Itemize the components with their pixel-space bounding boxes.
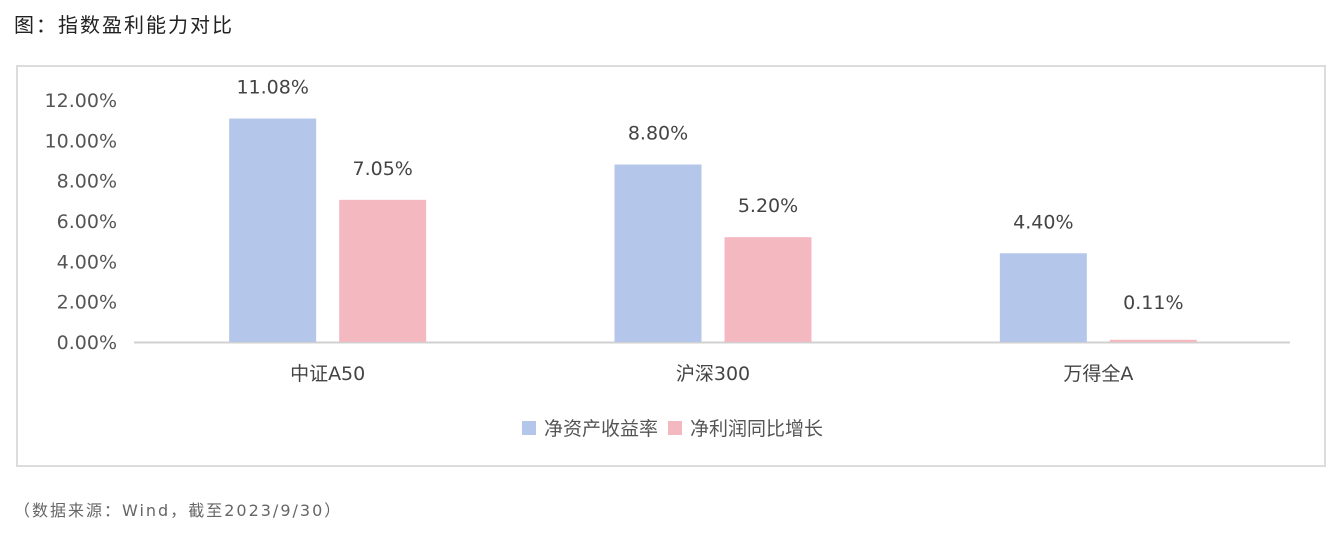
legend-swatch: [668, 421, 683, 435]
data-label: 0.11%: [1123, 292, 1183, 314]
x-category-label: 中证A50: [290, 363, 365, 385]
source-note: （数据来源：Wind，截至2023/9/30）: [14, 501, 343, 520]
y-tick-label: 12.00%: [45, 90, 117, 112]
data-label: 11.08%: [236, 77, 308, 99]
figure-title: 图：指数盈利能力对比: [14, 13, 234, 37]
data-label: 4.40%: [1013, 211, 1073, 233]
x-category-label: 沪深300: [676, 363, 750, 385]
y-tick-label: 6.00%: [57, 211, 117, 233]
bar-roe: [229, 118, 317, 342]
data-label: 7.05%: [352, 158, 412, 180]
bar-roe: [999, 253, 1087, 342]
bar-profit-growth: [724, 237, 812, 342]
legend-label: 净利润同比增长: [690, 418, 823, 440]
y-tick-label: 8.00%: [57, 171, 117, 193]
chart-frame: [16, 65, 1326, 467]
legend-label: 净资产收益率: [544, 418, 658, 440]
y-tick-label: 10.00%: [45, 130, 117, 152]
bar-roe: [614, 164, 702, 342]
data-label: 5.20%: [738, 195, 798, 217]
legend-swatch: [522, 421, 536, 435]
bar-profit-growth: [339, 199, 427, 342]
y-tick-label: 4.00%: [57, 251, 117, 273]
bar-profit-growth: [1109, 339, 1197, 342]
y-tick-label: 0.00%: [57, 332, 117, 354]
x-category-label: 万得全A: [1063, 363, 1133, 385]
data-label: 8.80%: [628, 123, 688, 145]
y-tick-label: 2.00%: [57, 292, 117, 314]
